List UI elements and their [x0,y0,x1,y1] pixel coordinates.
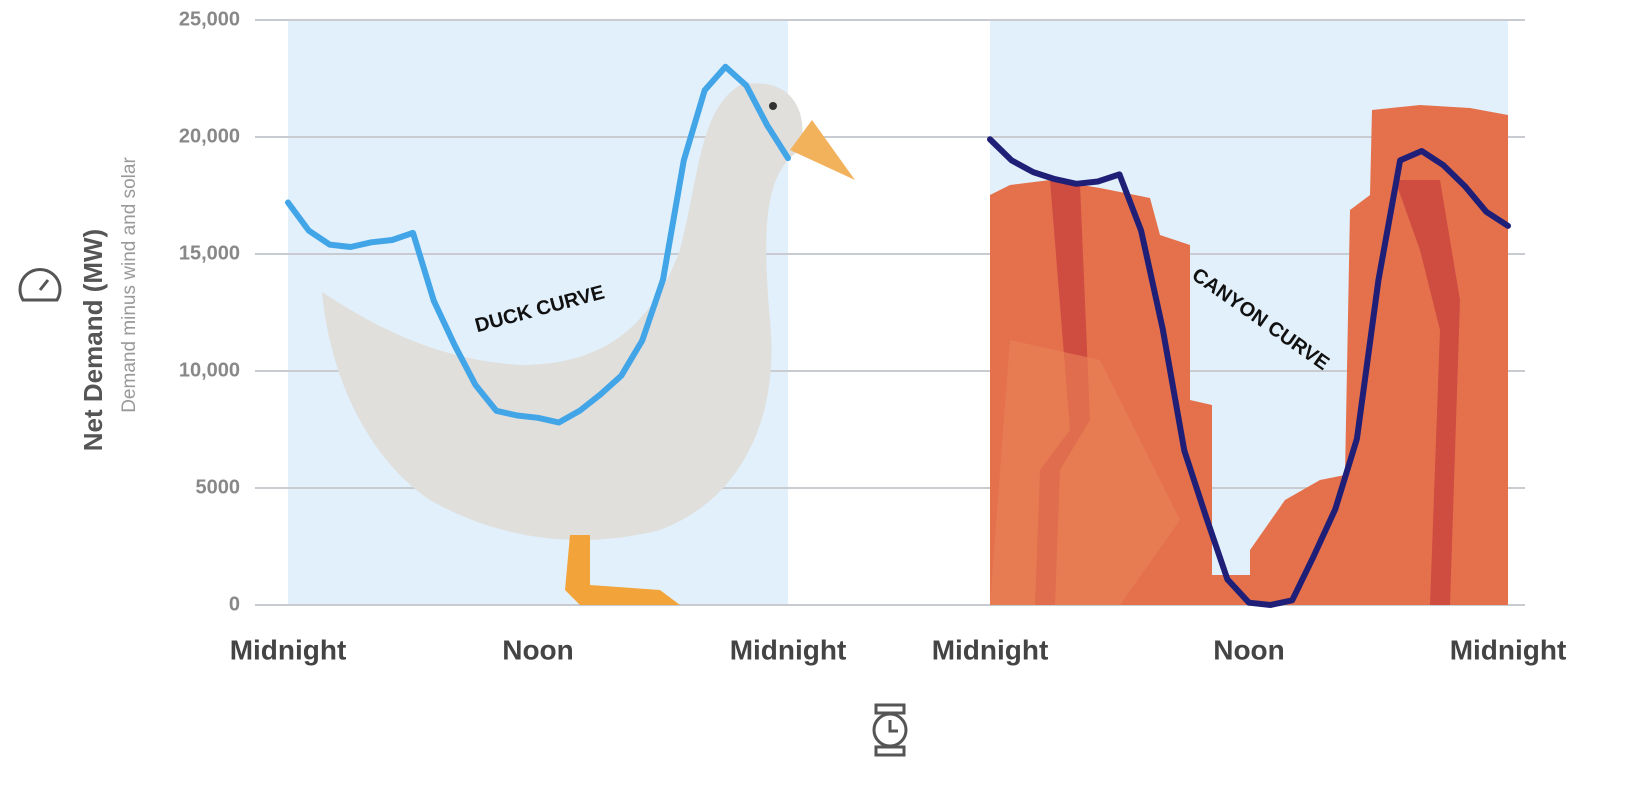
y-tick-label: 0 [229,593,240,615]
y-tick-label: 5000 [196,476,241,498]
canyon-illustration [990,105,1508,605]
y-tick-label: 20,000 [179,125,240,147]
x-tick-label: Noon [1213,634,1285,665]
y-tick-label: 15,000 [179,242,240,264]
gauge-icon [18,268,62,302]
y-tick-label: 10,000 [179,359,240,381]
x-tick-label: Midnight [730,634,847,665]
y-axis-subtitle: Demand minus wind and solar [119,157,140,413]
x-tick-label: Midnight [230,634,347,665]
x-tick-label: Midnight [1450,634,1567,665]
line-series [987,136,1511,608]
y-axis-title: Net Demand (MW) [78,229,108,451]
clock-icon [872,703,908,757]
line-series [285,63,791,426]
x-tick-label: Noon [502,634,574,665]
duck-illustration [322,83,855,605]
y-tick-label: 25,000 [179,8,240,30]
x-tick-label: Midnight [932,634,1049,665]
